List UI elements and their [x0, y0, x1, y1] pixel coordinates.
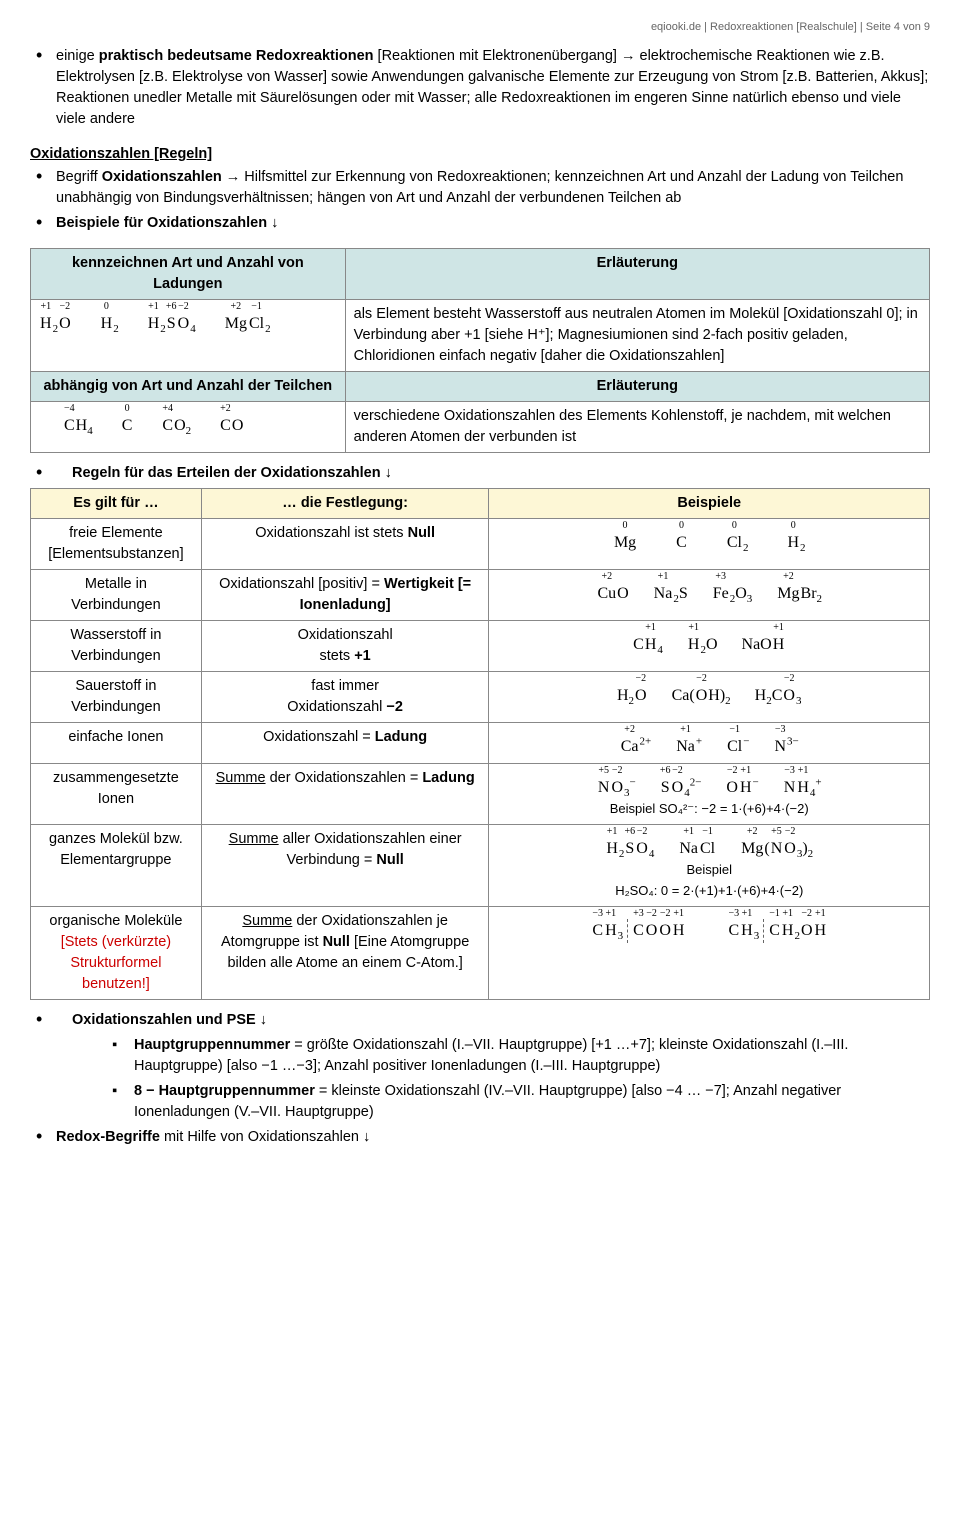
c: −3C+1H3+3C−2O−2O+1H −3C+1H3−1C+1H2−2O+1H — [489, 906, 930, 999]
c: Oxidationszahl ist stets Null — [201, 519, 489, 570]
cell-chem: +1H2−2O 0H2 +1H2+6S−2O4 +2Mg−1Cl2 — [31, 300, 346, 372]
rules-intro-item: Regeln für das Erteilen der Oxidationsza… — [30, 463, 930, 484]
c: organische Moleküle [Stets (verkürzte) S… — [31, 906, 202, 999]
oxz-list: Begriff Oxidationszahlen → Hilfsmittel z… — [30, 167, 930, 234]
pse-sublist: Hauptgruppennummer = größte Oxidationsza… — [72, 1035, 930, 1123]
c: freie Elemente [Element­substanzen] — [31, 519, 202, 570]
th: abhängig von Art und Anzahl der Teilchen — [31, 372, 346, 402]
c: Oxidationszahl stets +1 — [201, 621, 489, 672]
t: Ladung — [422, 770, 474, 786]
c: C+1H4 +1H2O NaO+1H — [489, 621, 930, 672]
intro-list: einige praktisch bedeutsame Redoxreaktio… — [30, 46, 930, 130]
c: H2−2O Ca(−2OH)2 H2C−2O3 — [489, 672, 930, 723]
page-header: eqiooki.de | Redoxreaktionen [Realschule… — [30, 20, 930, 36]
th: … die Festlegung: — [201, 489, 489, 519]
t: Oxidationszahl — [298, 627, 393, 643]
pse-title: Oxidationszahlen und PSE ↓ Hauptgruppenn… — [30, 1010, 930, 1123]
pse-item-2: 8 − Hauptgruppennummer = kleinste Oxidat… — [112, 1081, 930, 1123]
cell-text: als Element besteht Wasserstoff aus neut… — [345, 300, 929, 372]
t: Oxidationszahlen — [102, 169, 222, 185]
t: Null — [408, 525, 435, 541]
t: Redox-Begriffe — [56, 1129, 160, 1145]
c: Oxidationszahl [positiv] = Wertigkeit [=… — [201, 570, 489, 621]
c: Summe aller Oxidationszahlen einer Verbi… — [201, 824, 489, 906]
intro-item: einige praktisch bedeutsame Redoxreaktio… — [30, 46, 930, 130]
t: 8 − Hauptgruppennummer — [134, 1083, 315, 1099]
t: mit Hilfe von Oxidationszahlen ↓ — [160, 1129, 370, 1145]
t: Summe — [216, 770, 266, 786]
c: Sauerstoff in Verbindungen — [31, 672, 202, 723]
pse-item-1: Hauptgruppennummer = größte Oxidationsza… — [112, 1035, 930, 1077]
t: fast immer — [311, 678, 379, 694]
redox-item: Redox-Begriffe mit Hilfe von Oxidationsz… — [30, 1127, 930, 1148]
c: Wasserstoff in Verbindungen — [31, 621, 202, 672]
c: Summe der Oxidationszahlen je Atomgruppe… — [201, 906, 489, 999]
t: Regeln für das Erteilen der Oxidationsza… — [72, 465, 392, 481]
t: Ladung — [375, 729, 427, 745]
t: stets — [320, 648, 355, 664]
t: Oxidationszahl — [287, 699, 386, 715]
table-rules: Es gilt für … … die Festlegung: Beispiel… — [30, 488, 930, 1000]
table-examples: kennzeichnen Art und Anzahl von Ladungen… — [30, 248, 930, 453]
t: Beispiel — [686, 862, 732, 877]
c: +2CuO +1Na2S +3Fe2O3 +2MgBr2 — [489, 570, 930, 621]
c: +1H2+6S−2O4 +1Na−1Cl +2Mg(+5N−2O3)2 Beis… — [489, 824, 930, 906]
c: Metalle in Verbindungen — [31, 570, 202, 621]
t: Oxidationszahlen und PSE ↓ — [72, 1012, 267, 1028]
c: Oxidationszahl = Ladung — [201, 723, 489, 763]
section-title-oxz: Oxidationszahlen [Regeln] — [30, 144, 930, 165]
t: der Oxidationszahlen = — [266, 770, 423, 786]
t: Summe — [229, 831, 279, 847]
th: Erläuterung — [345, 249, 929, 300]
t: Beispiel SO₄²⁻: −2 = 1·(+6)+4·(−2) — [610, 801, 809, 816]
c: +5N−2O3− +6S−2O42− −2O+1H− −3N+1H4+ Beis… — [489, 763, 930, 824]
t: Begriff — [56, 169, 102, 185]
t: +1 — [354, 648, 371, 664]
t: aller Oxidationszahlen einer Verbindung … — [279, 831, 462, 868]
t: Null — [376, 852, 403, 868]
c: ganzes Molekül bzw. Elementargruppe — [31, 824, 202, 906]
rules-intro: Regeln für das Erteilen der Oxidationsza… — [30, 463, 930, 484]
th: Beispiele — [489, 489, 930, 519]
c: +2Ca2+ +1Na+ −1Cl− −3N3− — [489, 723, 930, 763]
th: Erläuterung — [345, 372, 929, 402]
t: einige — [56, 48, 99, 64]
t: Oxidationszahl [positiv] = — [219, 576, 384, 592]
th: Es gilt für … — [31, 489, 202, 519]
c: 0Mg 0C 0Cl2 0H2 — [489, 519, 930, 570]
t: Summe — [242, 913, 292, 929]
t: −2 — [386, 699, 403, 715]
t: organische Moleküle — [49, 913, 182, 929]
t: Oxidationszahl = — [263, 729, 375, 745]
t: [Stets (verkürzte) Strukturformel benutz… — [61, 934, 171, 992]
t: Null — [323, 934, 350, 950]
t: H₂SO₄: 0 = 2·(+1)+1·(+6)+4·(−2) — [615, 883, 803, 898]
pse-list: Oxidationszahlen und PSE ↓ Hauptgruppenn… — [30, 1010, 930, 1148]
c: einfache Ionen — [31, 723, 202, 763]
oxz-item-2: Beispiele für Oxidationszahlen ↓ — [30, 213, 930, 234]
th: kennzeichnen Art und Anzahl von Ladungen — [31, 249, 346, 300]
t: praktisch bedeutsame Redoxreaktionen — [99, 48, 374, 64]
c: Summe der Oxidationszahlen = Ladung — [201, 763, 489, 824]
cell-text: verschiedene Oxidationszahlen des Elemen… — [345, 402, 929, 453]
c: fast immer Oxidationszahl −2 — [201, 672, 489, 723]
t: Beispiele für Oxidationszahlen ↓ — [56, 215, 278, 231]
oxz-item-1: Begriff Oxidationszahlen → Hilfsmittel z… — [30, 167, 930, 209]
t: Hauptgruppennummer — [134, 1037, 290, 1053]
c: zusammen­gesetzte Ionen — [31, 763, 202, 824]
cell-chem: −4CH4 0C +4CO2 +2CO — [31, 402, 346, 453]
t: Oxidationszahl ist stets — [255, 525, 407, 541]
